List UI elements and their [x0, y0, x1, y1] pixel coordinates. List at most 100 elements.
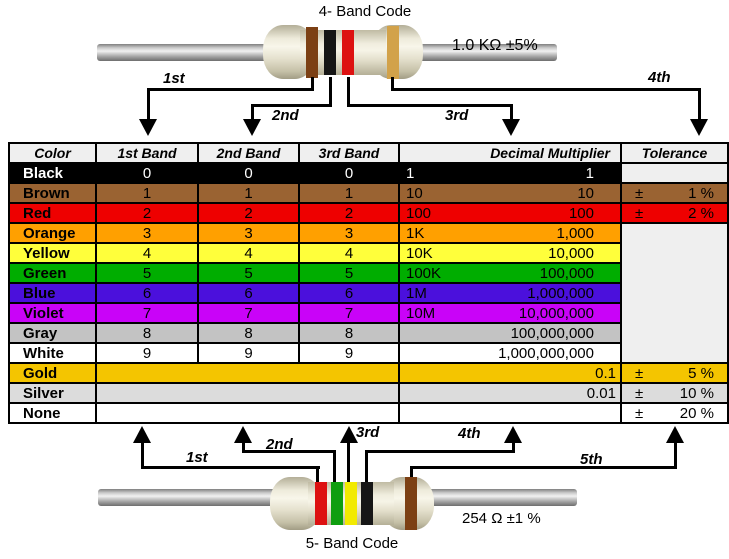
color-name-cell: Brown [8, 182, 97, 204]
band-value-cell: 6 [197, 282, 300, 304]
band-value-cell: 6 [298, 282, 400, 304]
four-band-value: 1.0 KΩ ±5% [452, 37, 538, 54]
color-name-cell: Orange [8, 222, 97, 244]
plus-minus-sign: ± [635, 204, 644, 222]
arrow-line [242, 441, 245, 453]
red-band-icon [315, 482, 327, 525]
band-merged-cell [95, 362, 400, 384]
arrow-head-2nd [234, 426, 252, 443]
brown-band-icon [306, 27, 318, 78]
tolerance-value: 2 % [688, 204, 714, 222]
color-name-cell: Silver [8, 382, 97, 404]
color-name-cell: White [8, 342, 97, 364]
multiplier-prefix: 1K [406, 224, 425, 242]
band-value-cell: 7 [197, 302, 300, 324]
tolerance-value: 1 % [688, 184, 714, 202]
multiplier-cell: 100 100 [398, 202, 622, 224]
color-name-cell: None [8, 402, 97, 424]
tolerance-value: 10 % [679, 384, 714, 402]
band-value-cell: 3 [298, 222, 400, 244]
multiplier-cell: 100K 100,000 [398, 262, 622, 284]
tolerance-value: 20 % [679, 404, 714, 422]
band-value-cell: 7 [95, 302, 199, 324]
black-band-icon [324, 30, 336, 75]
multiplier-cell: 10 10 [398, 182, 622, 204]
arrow-line [510, 104, 513, 121]
gold-band-icon [387, 26, 399, 79]
multiplier-prefix: 100K [406, 264, 442, 282]
multiplier-prefix: 100 [406, 204, 432, 222]
multiplier-cell: 10K 10,000 [398, 242, 622, 264]
multiplier-value: 1 [585, 164, 594, 182]
band-merged-cell [95, 402, 400, 424]
band-value-cell: 2 [197, 202, 300, 224]
multiplier-value: 0.01 [586, 384, 616, 402]
arrow-label-3rd: 3rd [356, 424, 380, 441]
arrow-head-1st [139, 119, 157, 136]
arrow-line [365, 450, 515, 453]
table-header-row: Color 1st Band 2nd Band 3rd Band Decimal Mul… [8, 142, 729, 164]
color-name-cell: Gold [8, 362, 97, 384]
band-value-cell: 1 [298, 182, 400, 204]
multiplier-value: 10 [577, 184, 594, 202]
band-value-cell: 8 [197, 322, 300, 344]
arrow-head-1st [133, 426, 151, 443]
band-value-cell: 3 [95, 222, 199, 244]
arrow-line [329, 77, 332, 107]
arrow-line [147, 88, 314, 91]
table-row-none: None ±20 % [8, 402, 729, 424]
band-value-cell: 7 [298, 302, 400, 324]
table-row-green: Green 5 5 5 100K 100,000 [8, 262, 728, 284]
table-row-gold: Gold 0.1 ±5 % [8, 362, 729, 384]
color-name-cell: Black [8, 162, 97, 184]
band-value-cell: 5 [95, 262, 199, 284]
plus-minus-sign: ± [635, 404, 644, 422]
multiplier-cell: 0.01 [398, 382, 622, 404]
tolerance-cell: ±1 % [620, 182, 729, 204]
tolerance-cell: ±20 % [620, 402, 729, 424]
band-value-cell: 9 [95, 342, 199, 364]
column-header-2nd-band: 2nd Band [197, 142, 300, 164]
band-value-cell: 9 [197, 342, 300, 364]
band-value-cell: 5 [197, 262, 300, 284]
arrow-line [391, 77, 394, 90]
tolerance-cell: ±10 % [620, 382, 729, 404]
color-name-cell: Violet [8, 302, 97, 324]
table-row-brown: Brown 1 1 1 10 10 ±1 % [8, 182, 729, 204]
band-value-cell: 1 [95, 182, 199, 204]
arrow-label-5th: 5th [580, 451, 603, 468]
band-merged-cell [95, 382, 400, 404]
multiplier-value: 10,000,000 [518, 304, 594, 322]
multiplier-value: 100,000 [539, 264, 594, 282]
table-row-blue: Blue 6 6 6 1M 1,000,000 [8, 282, 728, 304]
arrow-line [698, 88, 701, 121]
tolerance-value: 5 % [688, 364, 714, 382]
arrow-line [316, 466, 319, 482]
arrow-label-2nd: 2nd [272, 107, 299, 124]
band-value-cell: 3 [197, 222, 300, 244]
tolerance-cell: ±5 % [620, 362, 729, 384]
multiplier-cell: 100,000,000 [398, 322, 622, 344]
band-value-cell: 8 [298, 322, 400, 344]
arrow-line [333, 450, 336, 482]
arrow-line [147, 88, 150, 121]
band-value-cell: 2 [95, 202, 199, 224]
tolerance-cell: ±2 % [620, 202, 729, 224]
arrow-line [141, 466, 320, 469]
arrow-head-5th [666, 426, 684, 443]
multiplier-cell: 1,000,000,000 [398, 342, 622, 364]
five-band-value: 254 Ω ±1 % [462, 510, 541, 527]
arrow-line [512, 441, 515, 453]
table-row-red: Red 2 2 2 100 100 ±2 % [8, 202, 729, 224]
multiplier-prefix: 1 [406, 164, 415, 182]
multiplier-value: 1,000 [556, 224, 594, 242]
arrow-head-3rd [502, 119, 520, 136]
arrow-line [347, 77, 350, 107]
multiplier-cell: 1M 1,000,000 [398, 282, 622, 304]
arrow-line [674, 441, 677, 469]
arrow-head-3rd [340, 426, 358, 443]
band-value-cell: 1 [197, 182, 300, 204]
multiplier-cell: 1K 1,000 [398, 222, 622, 244]
